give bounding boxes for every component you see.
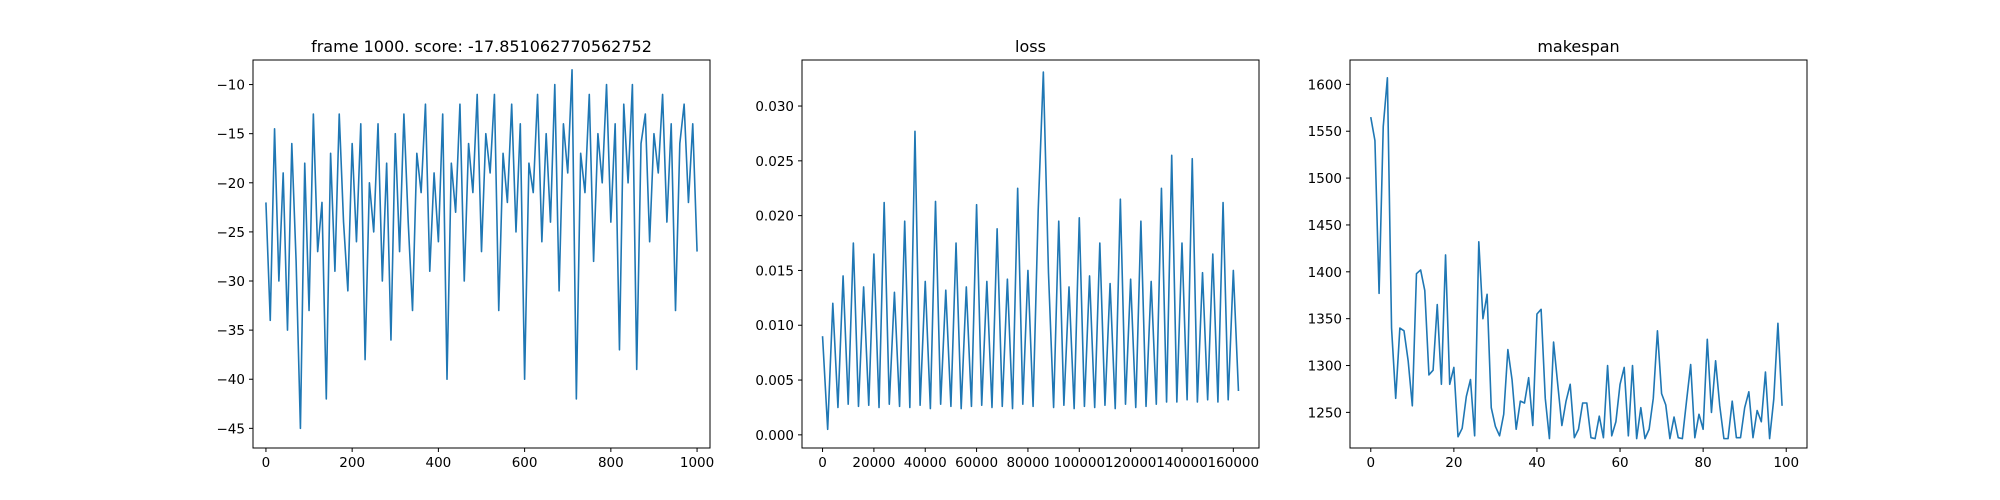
axes-frame	[1349, 59, 1808, 449]
x-tick-label: 0	[818, 455, 827, 471]
y-tick-label: 1450	[1308, 218, 1342, 234]
x-tick-label: 80000	[1006, 455, 1049, 471]
y-tick-label: 1600	[1308, 77, 1342, 93]
x-tick-label: 40	[1528, 455, 1545, 471]
x-tick-label: 120000	[1105, 455, 1157, 471]
x-tick-label: 0	[1366, 455, 1375, 471]
y-tick-label: −10	[217, 78, 246, 94]
x-tick-label: 600	[512, 455, 538, 471]
y-tick-label: −35	[217, 323, 246, 339]
chart-panel-1: frame 1000. score: -17.851062770562752 0 2…	[217, 37, 715, 471]
chart-panel-2: loss 0 20000 40000 60000 80000 100000 120000 140…	[755, 37, 1260, 471]
x-tick-label: 20000	[852, 455, 895, 471]
x-tick-label: 800	[598, 455, 624, 471]
y-tick-label: 0.005	[755, 373, 794, 389]
y-tick-label: 1550	[1308, 124, 1342, 140]
x-tick-label: 160000	[1208, 455, 1260, 471]
x-tick-label: 60000	[955, 455, 998, 471]
x-tick-label: 100000	[1054, 455, 1106, 471]
y-tick-label: −45	[217, 421, 246, 437]
y-tick-label: 1400	[1308, 265, 1342, 281]
x-tick-label: 80	[1695, 455, 1712, 471]
series-line	[821, 71, 1240, 431]
y-tick-label: −20	[217, 176, 246, 192]
series-line	[1369, 77, 1783, 440]
x-tick-label: 60	[1611, 455, 1628, 471]
chart-panel-3: makespan 0 20 40 60 80 100 1250 1300 1350 1400 1450…	[1308, 37, 1808, 471]
y-tick-label: −15	[217, 127, 246, 143]
y-tick-label: 0.010	[755, 318, 794, 334]
x-tick-label: 40000	[904, 455, 947, 471]
series-line	[265, 69, 698, 430]
y-tick-label: 0.015	[755, 263, 794, 279]
y-tick-label: 1350	[1308, 312, 1342, 328]
y-tick-label: −40	[217, 372, 246, 388]
y-tick-label: −25	[217, 225, 246, 241]
chart-title: loss	[1015, 37, 1046, 56]
x-tick-label: 0	[262, 455, 271, 471]
y-tick-label: 0.025	[755, 154, 794, 170]
x-tick-label: 140000	[1156, 455, 1208, 471]
x-tick-label: 200	[339, 455, 365, 471]
chart-title: makespan	[1537, 37, 1619, 56]
y-tick-label: 0.020	[755, 209, 794, 225]
y-tick-label: 1250	[1308, 405, 1342, 421]
y-tick-label: 0.030	[755, 99, 794, 115]
x-tick-label: 20	[1445, 455, 1462, 471]
x-tick-label: 100	[1773, 455, 1799, 471]
y-tick-label: −30	[217, 274, 246, 290]
x-tick-label: 400	[425, 455, 451, 471]
chart-title: frame 1000. score: -17.851062770562752	[311, 37, 652, 56]
y-tick-label: 0.000	[755, 428, 794, 444]
y-tick-label: 1300	[1308, 359, 1342, 375]
axes-frame	[801, 59, 1260, 449]
axes-frame	[252, 59, 711, 449]
y-tick-label: 1500	[1308, 171, 1342, 187]
x-tick-label: 1000	[680, 455, 714, 471]
